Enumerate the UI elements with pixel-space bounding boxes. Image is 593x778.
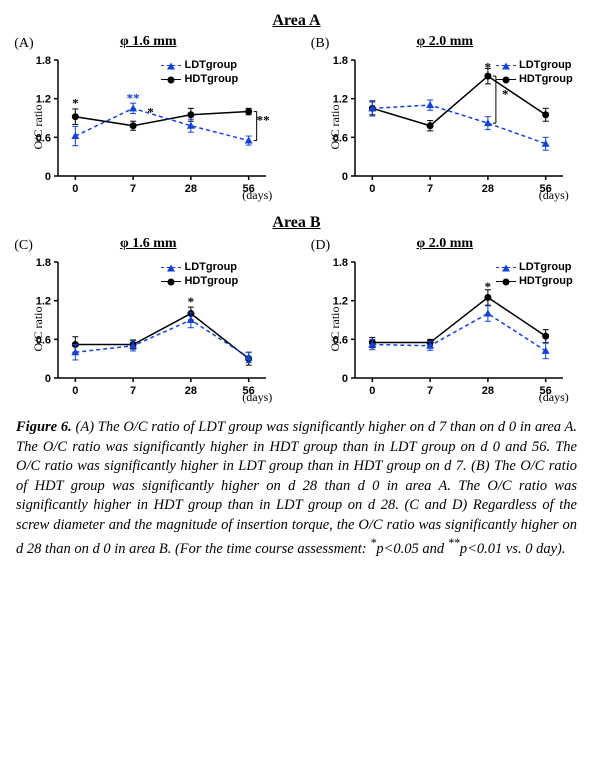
row-area-b: (C) φ 1.6 mm O/C ratio 00.61.21.8072856*… bbox=[0, 236, 593, 404]
svg-text:1.8: 1.8 bbox=[332, 257, 347, 269]
svg-text:0: 0 bbox=[73, 385, 79, 397]
caption-p2: p<0.01 vs. 0 day). bbox=[460, 541, 566, 557]
caption-p2-pref: ** bbox=[448, 536, 460, 550]
chart-b-xlabel: (days) bbox=[539, 188, 569, 203]
svg-text:0: 0 bbox=[45, 373, 51, 385]
caption-fig-label: Figure 6. bbox=[16, 419, 72, 435]
svg-text:28: 28 bbox=[482, 385, 494, 397]
svg-text:28: 28 bbox=[482, 183, 494, 195]
svg-text:**: ** bbox=[127, 91, 140, 106]
legend: LDTgroupHDTgroup bbox=[161, 58, 238, 86]
chart-a-ylabel: O/C ratio bbox=[31, 105, 46, 150]
panel-b-diam: φ 2.0 mm bbox=[305, 34, 585, 50]
svg-text:0: 0 bbox=[342, 373, 348, 385]
caption-text: (A) The O/C ratio of LDT group was signi… bbox=[16, 419, 577, 557]
svg-text:28: 28 bbox=[185, 385, 197, 397]
svg-text:0: 0 bbox=[369, 385, 375, 397]
panel-d-diam: φ 2.0 mm bbox=[305, 236, 585, 252]
legend: LDTgroupHDTgroup bbox=[496, 58, 573, 86]
svg-text:28: 28 bbox=[185, 183, 197, 195]
panel-c-label: (C) bbox=[14, 238, 33, 254]
chart-a: 00.61.21.8072856****** bbox=[18, 52, 278, 202]
svg-text:*: * bbox=[484, 60, 491, 75]
svg-text:7: 7 bbox=[427, 385, 433, 397]
panel-a-diam: φ 1.6 mm bbox=[8, 34, 288, 50]
caption-mid: and bbox=[419, 541, 448, 557]
svg-text:*: * bbox=[72, 96, 79, 111]
svg-text:*: * bbox=[147, 105, 154, 120]
chart-a-xlabel: (days) bbox=[242, 188, 272, 203]
svg-text:*: * bbox=[502, 87, 509, 102]
panel-b: (B) φ 2.0 mm O/C ratio 00.61.21.8072856*… bbox=[305, 34, 585, 202]
svg-text:7: 7 bbox=[130, 183, 136, 195]
chart-c: 00.61.21.8072856* bbox=[18, 254, 278, 404]
chart-b-wrap: O/C ratio 00.61.21.8072856** (days) LDTg… bbox=[315, 52, 575, 202]
caption-p1: p<0.05 bbox=[376, 541, 418, 557]
svg-text:*: * bbox=[484, 279, 491, 294]
legend: LDTgroupHDTgroup bbox=[161, 260, 238, 288]
svg-text:**: ** bbox=[257, 112, 270, 127]
chart-c-xlabel: (days) bbox=[242, 390, 272, 405]
svg-text:7: 7 bbox=[130, 385, 136, 397]
chart-c-ylabel: O/C ratio bbox=[31, 307, 46, 352]
chart-d-ylabel: O/C ratio bbox=[328, 307, 343, 352]
area-b-title: Area B bbox=[0, 214, 593, 232]
svg-text:0: 0 bbox=[342, 171, 348, 183]
svg-text:0: 0 bbox=[45, 171, 51, 183]
panel-d-label: (D) bbox=[311, 238, 330, 254]
svg-text:7: 7 bbox=[427, 183, 433, 195]
panel-b-label: (B) bbox=[311, 36, 330, 52]
panel-d: (D) φ 2.0 mm O/C ratio 00.61.21.8072856*… bbox=[305, 236, 585, 404]
chart-b-ylabel: O/C ratio bbox=[328, 105, 343, 150]
svg-text:0: 0 bbox=[73, 183, 79, 195]
svg-text:1.8: 1.8 bbox=[36, 257, 51, 269]
legend: LDTgroupHDTgroup bbox=[496, 260, 573, 288]
figure-caption: Figure 6. (A) The O/C ratio of LDT group… bbox=[0, 404, 593, 560]
svg-text:*: * bbox=[188, 294, 195, 309]
chart-d-xlabel: (days) bbox=[539, 390, 569, 405]
chart-d-wrap: O/C ratio 00.61.21.8072856* (days) LDTgr… bbox=[315, 254, 575, 404]
svg-text:1.8: 1.8 bbox=[332, 55, 347, 67]
svg-text:1.8: 1.8 bbox=[36, 55, 51, 67]
chart-a-wrap: O/C ratio 00.61.21.8072856****** (days) … bbox=[18, 52, 278, 202]
panel-a: (A) φ 1.6 mm O/C ratio 00.61.21.8072856*… bbox=[8, 34, 288, 202]
panel-c-diam: φ 1.6 mm bbox=[8, 236, 288, 252]
area-a-title: Area A bbox=[0, 12, 593, 30]
chart-c-wrap: O/C ratio 00.61.21.8072856* (days) LDTgr… bbox=[18, 254, 278, 404]
panel-c: (C) φ 1.6 mm O/C ratio 00.61.21.8072856*… bbox=[8, 236, 288, 404]
row-area-a: (A) φ 1.6 mm O/C ratio 00.61.21.8072856*… bbox=[0, 34, 593, 202]
panel-a-label: (A) bbox=[14, 36, 33, 52]
svg-text:0: 0 bbox=[369, 183, 375, 195]
